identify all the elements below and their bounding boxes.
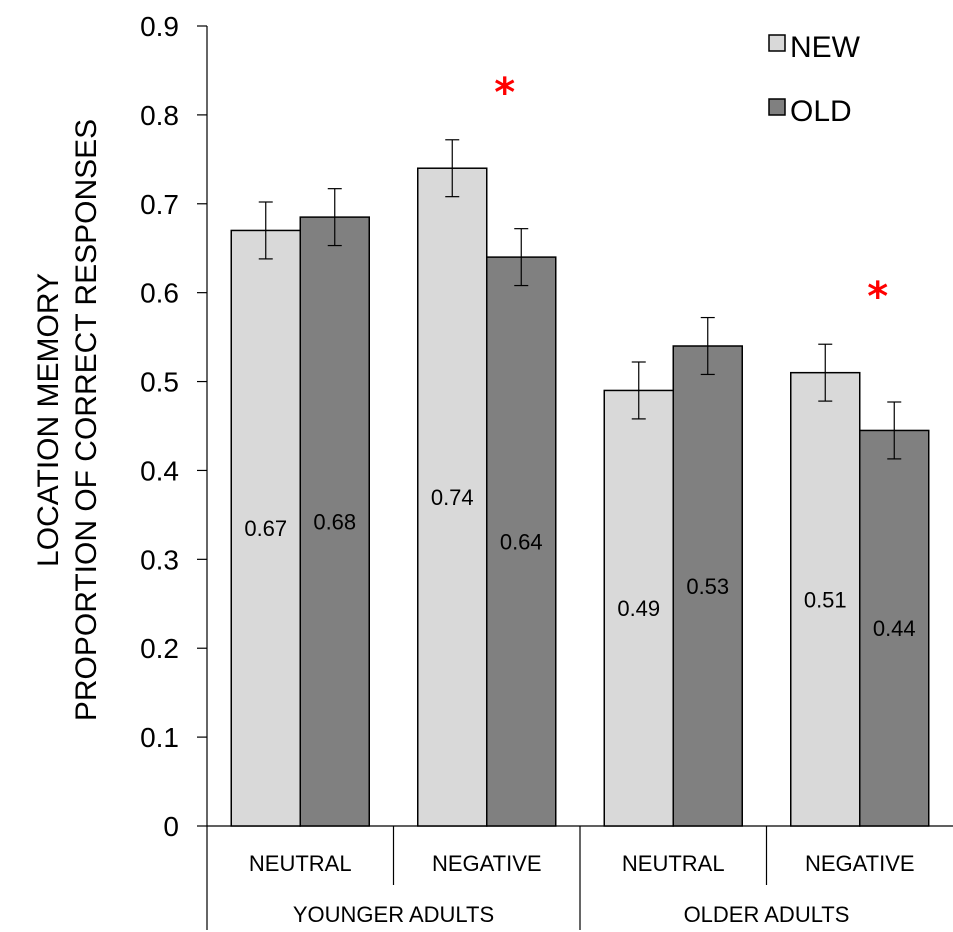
x-category-label: NEGATIVE — [432, 851, 542, 876]
x-group-label: OLDER ADULTS — [684, 902, 850, 927]
y-tick-label: 0.3 — [140, 544, 179, 575]
y-tick-label: 0 — [163, 811, 179, 842]
y-tick-label: 0.4 — [140, 455, 179, 486]
data-label: 0.68 — [313, 510, 356, 535]
y-ticks: 0 0.1 0.2 0.3 0.4 0.5 0.6 0.7 0.8 0.9 — [140, 11, 207, 842]
y-tick-label: 0.6 — [140, 278, 179, 309]
data-label: 0.74 — [431, 485, 474, 510]
legend-label-new: NEW — [790, 31, 861, 64]
bar-old — [486, 256, 557, 827]
x-category-label: NEUTRAL — [249, 851, 352, 876]
significance-star: * — [867, 274, 888, 320]
x-category-label: NEUTRAL — [622, 851, 725, 876]
y-tick-label: 0.7 — [140, 189, 179, 220]
y-tick-label: 0.2 — [140, 633, 179, 664]
x-category-labels: NEUTRAL NEGATIVE NEUTRAL NEGATIVE YOUNGER AD… — [249, 851, 915, 927]
data-label: 0.53 — [686, 574, 729, 599]
data-label: 0.64 — [500, 530, 543, 555]
x-category-label: NEGATIVE — [805, 851, 915, 876]
bar-new — [230, 229, 301, 827]
data-label: 0.49 — [617, 596, 660, 621]
x-group-label: YOUNGER ADULTS — [293, 902, 494, 927]
y-tick-label: 0.5 — [140, 367, 179, 398]
legend: NEW OLD — [768, 31, 861, 128]
significance-star: * — [494, 70, 515, 116]
bars — [230, 167, 930, 827]
y-tick-label: 0.9 — [140, 11, 179, 42]
y-axis-label: LOCATION MEMORY PROPORTION OF CORRECT RE… — [32, 119, 103, 721]
data-labels: 0.67 0.74 0.49 0.51 0.68 0.64 0.53 0.44 — [244, 485, 915, 641]
y-tick-label: 0.8 — [140, 100, 179, 131]
error-bars — [258, 139, 902, 460]
legend-swatch-new — [768, 34, 786, 52]
y-axis-label-line-2: PROPORTION OF CORRECT RESPONSES — [70, 119, 103, 721]
bar-old — [299, 216, 370, 827]
y-axis-label-line-1: LOCATION MEMORY — [32, 273, 65, 567]
data-label: 0.67 — [244, 516, 287, 541]
y-tick-label: 0.1 — [140, 722, 179, 753]
data-label: 0.51 — [804, 587, 847, 612]
data-label: 0.44 — [873, 616, 916, 641]
significance-marks: ** — [494, 70, 888, 320]
bar-old — [859, 429, 930, 827]
legend-label-old: OLD — [790, 95, 852, 128]
bar-new — [790, 371, 861, 827]
legend-swatch-old — [768, 98, 786, 116]
bar-new — [603, 389, 674, 827]
